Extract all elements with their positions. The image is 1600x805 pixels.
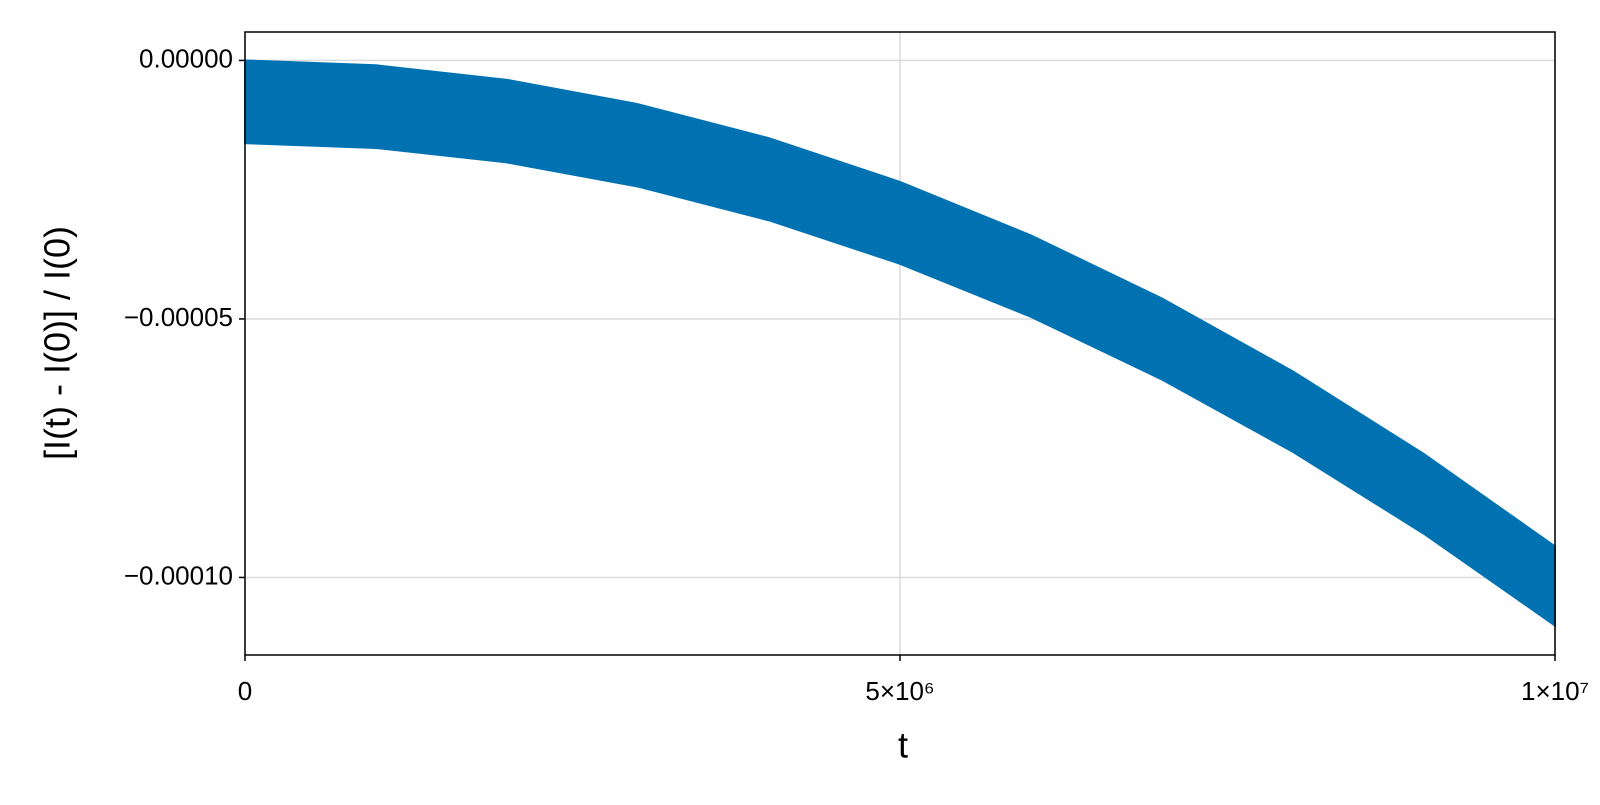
y-tick-label: −0.00005: [124, 302, 233, 332]
x-tick-label: 0: [238, 676, 252, 706]
plot-frame: [244, 31, 1556, 656]
x-axis-label: t: [898, 725, 908, 766]
x-tick-label: 5×10⁶: [865, 676, 934, 706]
y-tick-label: −0.00010: [124, 560, 233, 590]
x-tick-label: 1×10⁷: [1521, 676, 1589, 706]
y-tick-label: 0.00000: [139, 43, 233, 73]
y-axis-label: [I(t) - I(0)] / I(0): [37, 226, 78, 460]
